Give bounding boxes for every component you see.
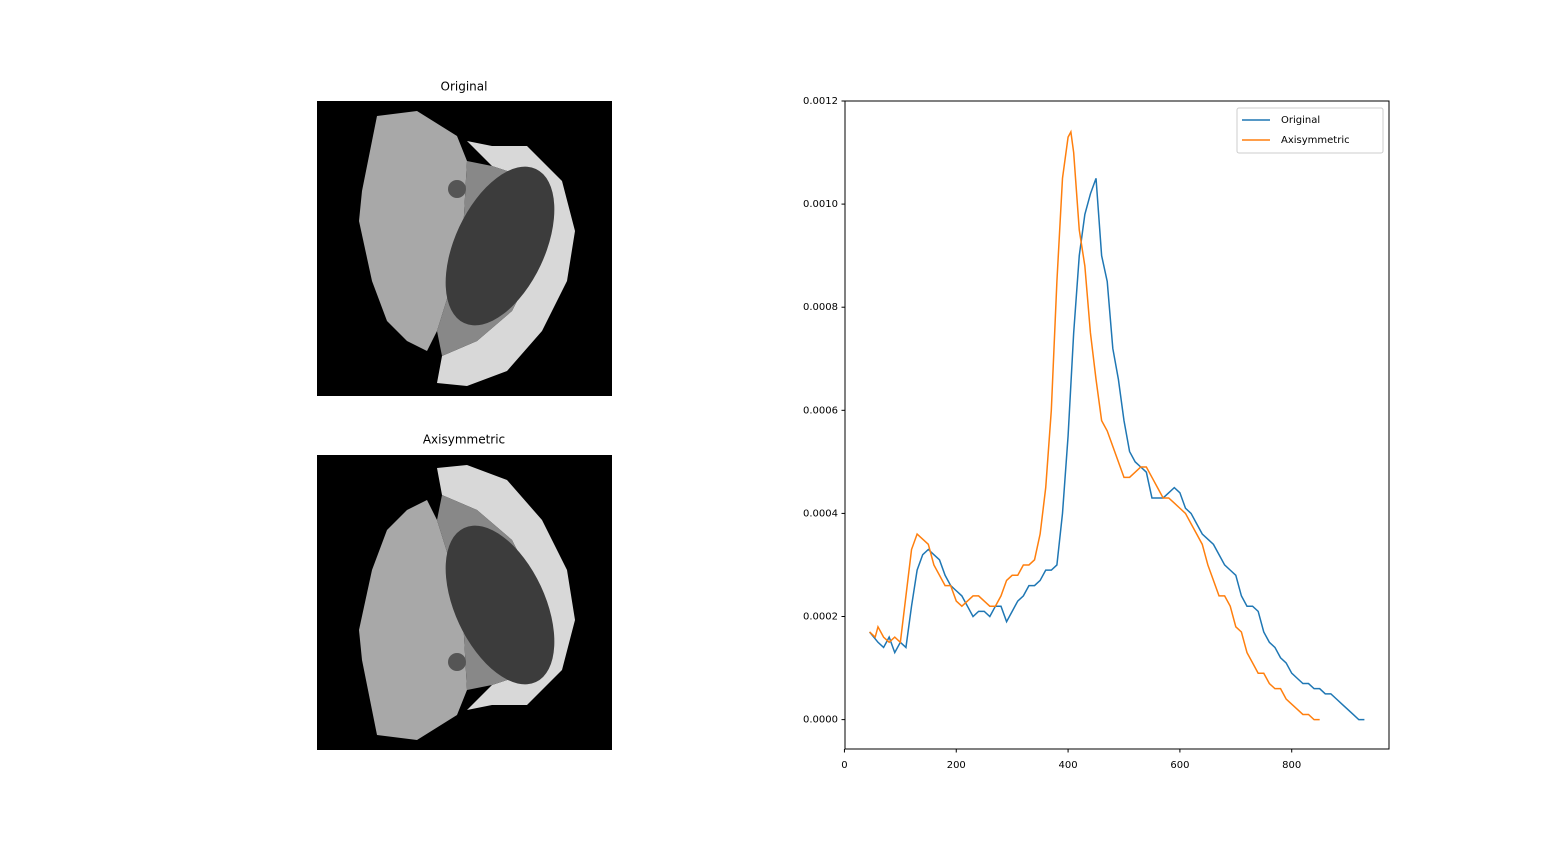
y-tick-label: 0.0002 — [803, 612, 838, 623]
image-content — [317, 455, 612, 750]
y-tick-label: 0.0010 — [803, 199, 838, 210]
legend-box — [1236, 107, 1384, 154]
image-title: Axisymmetric — [423, 433, 505, 447]
image — [317, 455, 612, 750]
legend-label: Axisymmetric — [1281, 135, 1350, 146]
x-tick-label: 400 — [1059, 760, 1078, 771]
data-line — [869, 178, 1365, 721]
legend-label: Original — [1281, 115, 1320, 126]
y-tick-label: 0.0000 — [803, 715, 838, 726]
y-tick-label: 0.0008 — [803, 302, 838, 313]
x-tick-label: 600 — [1170, 760, 1189, 771]
image — [317, 101, 612, 396]
x-tick-label: 200 — [947, 760, 966, 771]
data-line — [869, 129, 1320, 721]
axes-frame — [844, 100, 1390, 750]
image-title: Original — [441, 80, 488, 94]
x-tick-label: 0 — [841, 760, 847, 771]
y-tick-label: 0.0004 — [803, 508, 838, 519]
x-tick-label: 800 — [1282, 760, 1301, 771]
y-tick-label: 0.0006 — [803, 405, 838, 416]
y-tick-label: 0.0012 — [803, 96, 838, 107]
